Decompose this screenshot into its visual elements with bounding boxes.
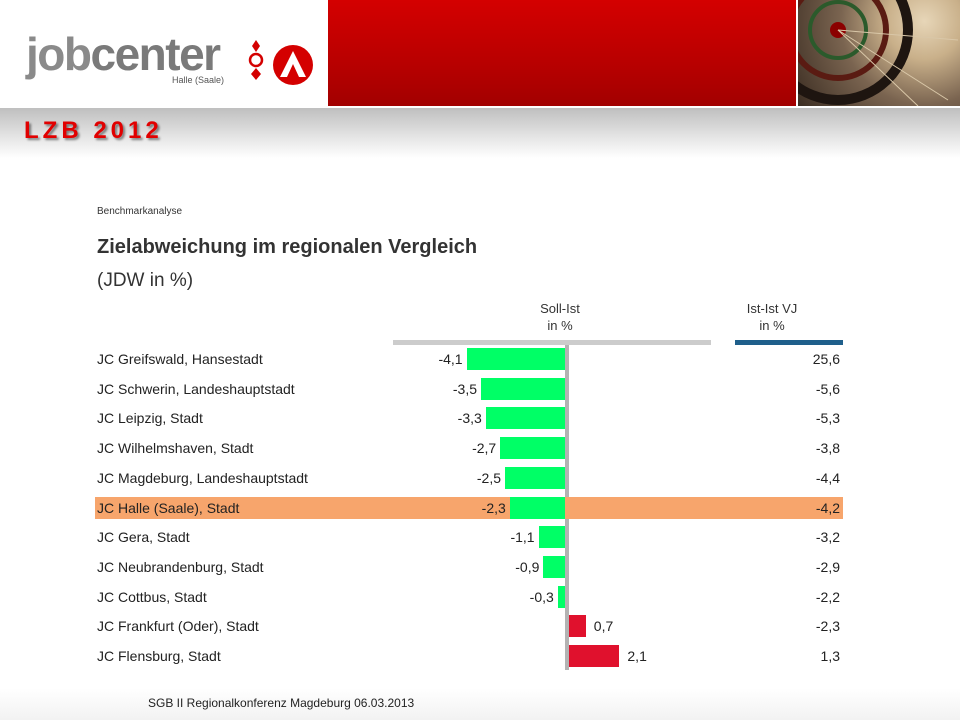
category-label: JC Greifswald, Hansestadt	[97, 351, 263, 367]
slide-title: LZB 2012	[24, 117, 163, 144]
ist-ist-value-label: -5,6	[815, 380, 840, 397]
ist-ist-value-label: -2,9	[815, 558, 840, 575]
ist-ist-value-label: -3,2	[815, 529, 840, 546]
category-label: JC Neubrandenburg, Stadt	[97, 558, 264, 575]
soll-ist-value-label: -0,9	[515, 558, 540, 575]
logo-word-job: job	[26, 28, 92, 80]
ist-ist-value-label: -4,2	[815, 499, 840, 516]
category-label: JC Halle (Saale), Stadt	[97, 499, 240, 516]
soll-ist-bar	[481, 377, 565, 400]
chart-title: Zielabweichung im regionalen Vergleich	[97, 236, 478, 258]
soll-ist-value-label: -3,5	[452, 380, 477, 397]
city-crest-icon	[248, 40, 264, 80]
soll-ist-bar	[485, 407, 565, 430]
logo-subtitle: Halle (Saale)	[172, 75, 225, 85]
logo-word-center: center	[90, 28, 221, 80]
title-band	[0, 108, 960, 158]
soll-ist-bar	[569, 645, 620, 667]
ist-ist-value-label: -2,2	[815, 588, 840, 605]
soll-ist-bar	[509, 496, 565, 519]
highlight-row	[95, 496, 843, 519]
soll-ist-value-label: -4,1	[438, 351, 463, 367]
soll-ist-value-label: 2,1	[627, 648, 647, 664]
jobcenter-logo: jobcenter Halle (Saale)	[0, 0, 326, 106]
soll-ist-value-label: -1,1	[510, 529, 535, 546]
category-label: JC Gera, Stadt	[97, 529, 190, 546]
dartboard-image	[798, 0, 960, 106]
col-header-ist-ist-rule	[735, 340, 843, 345]
category-label: JC Frankfurt (Oder), Stadt	[97, 618, 259, 635]
logo-wordmark: jobcenter	[26, 28, 221, 80]
soll-ist-value-label: -2,5	[476, 469, 501, 486]
chart-subtitle: Benchmarkanalyse	[97, 206, 183, 217]
col-header-ist-ist: Ist-Ist VJ in %	[722, 300, 822, 334]
category-label: JC Magdeburg, Landeshauptstadt	[97, 469, 308, 486]
ist-ist-value-label: 25,6	[812, 351, 840, 367]
soll-ist-bar	[500, 437, 565, 460]
category-label: JC Leipzig, Stadt	[97, 410, 203, 427]
ist-ist-value-label: -5,3	[815, 410, 840, 427]
soll-ist-value-label: -3,3	[457, 410, 482, 427]
header-red-band	[328, 0, 796, 106]
soll-ist-value-label: 0,7	[593, 618, 614, 635]
soll-ist-bar	[505, 466, 565, 489]
header-divider	[0, 106, 960, 108]
col-header-soll-ist-unit: in %	[547, 318, 573, 333]
soll-ist-bar	[538, 526, 565, 549]
soll-ist-bar	[557, 585, 565, 608]
col-header-ist-ist-unit: in %	[759, 318, 785, 333]
soll-ist-value-label: -2,7	[472, 440, 497, 457]
soll-ist-value-label: -0,3	[529, 588, 554, 605]
soll-ist-bar	[466, 348, 565, 370]
slide-header: jobcenter Halle (Saale)	[0, 0, 960, 108]
footer-band	[0, 688, 960, 720]
category-label: JC Flensburg, Stadt	[97, 648, 221, 664]
soll-ist-value-label: -2,3	[481, 499, 506, 516]
soll-ist-bar	[569, 615, 586, 638]
chart-unit: (JDW in %)	[97, 270, 194, 291]
col-header-soll-ist-label: Soll-Ist	[540, 301, 580, 316]
footer-text: SGB II Regionalkonferenz Magdeburg 06.03…	[148, 696, 415, 710]
ist-ist-value-label: -4,4	[815, 469, 840, 486]
col-header-soll-ist: Soll-Ist in %	[510, 300, 610, 334]
ist-ist-value-label: -2,3	[815, 618, 840, 635]
soll-ist-bar	[543, 555, 565, 578]
category-label: JC Schwerin, Landeshauptstadt	[97, 380, 295, 397]
dartboard-icon	[798, 0, 959, 106]
benchmark-chart: Benchmarkanalyse Zielabweichung im regio…	[90, 200, 860, 680]
ist-ist-value-label: 1,3	[820, 648, 840, 664]
arbeitsagentur-a-icon	[273, 45, 313, 85]
category-label: JC Wilhelmshaven, Stadt	[97, 440, 254, 457]
col-header-ist-ist-label: Ist-Ist VJ	[746, 301, 798, 316]
ist-ist-value-label: -3,8	[815, 440, 840, 457]
col-header-soll-ist-rule	[393, 340, 711, 345]
category-label: JC Cottbus, Stadt	[97, 588, 207, 605]
